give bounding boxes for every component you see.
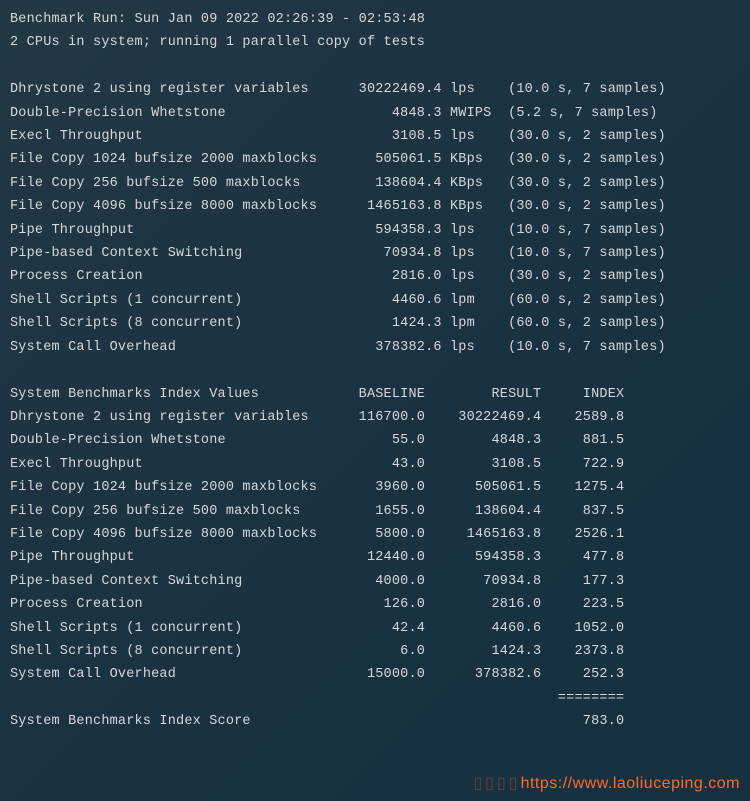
index-row: Dhrystone 2 using register variables 116… — [10, 406, 740, 429]
index-row: Pipe-based Context Switching 4000.0 7093… — [10, 570, 740, 593]
results-row: File Copy 256 bufsize 500 maxblocks 1386… — [10, 172, 740, 195]
blank-line — [10, 359, 740, 382]
index-row: Execl Throughput 43.0 3108.5 722.9 — [10, 453, 740, 476]
index-row: File Copy 256 bufsize 500 maxblocks 1655… — [10, 500, 740, 523]
index-row: Shell Scripts (8 concurrent) 6.0 1424.3 … — [10, 640, 740, 663]
index-row: Double-Precision Whetstone 55.0 4848.3 8… — [10, 429, 740, 452]
benchmark-header-line1: Benchmark Run: Sun Jan 09 2022 02:26:39 … — [10, 8, 740, 31]
results-row: File Copy 4096 bufsize 8000 maxblocks 14… — [10, 195, 740, 218]
watermark-url: ▯▯▯▯https://www.laoliuceping.com — [473, 772, 740, 795]
index-table: System Benchmarks Index Values BASELINE … — [10, 383, 740, 734]
index-row: File Copy 1024 bufsize 2000 maxblocks 39… — [10, 476, 740, 499]
results-table: Dhrystone 2 using register variables 302… — [10, 78, 740, 359]
index-header-row: System Benchmarks Index Values BASELINE … — [10, 383, 740, 406]
index-row: Shell Scripts (1 concurrent) 42.4 4460.6… — [10, 617, 740, 640]
results-row: System Call Overhead 378382.6 lps (10.0 … — [10, 336, 740, 359]
index-separator: ======== — [10, 687, 740, 710]
results-row: Shell Scripts (8 concurrent) 1424.3 lpm … — [10, 312, 740, 335]
results-row: File Copy 1024 bufsize 2000 maxblocks 50… — [10, 148, 740, 171]
index-row: Pipe Throughput 12440.0 594358.3 477.8 — [10, 546, 740, 569]
benchmark-header-line2: 2 CPUs in system; running 1 parallel cop… — [10, 31, 740, 54]
results-row: Pipe-based Context Switching 70934.8 lps… — [10, 242, 740, 265]
index-score-row: System Benchmarks Index Score 783.0 — [10, 710, 740, 733]
results-row: Double-Precision Whetstone 4848.3 MWIPS … — [10, 102, 740, 125]
terminal-output: Benchmark Run: Sun Jan 09 2022 02:26:39 … — [0, 0, 750, 801]
results-row: Dhrystone 2 using register variables 302… — [10, 78, 740, 101]
blank-line — [10, 55, 740, 78]
index-row: File Copy 4096 bufsize 8000 maxblocks 58… — [10, 523, 740, 546]
results-row: Process Creation 2816.0 lps (30.0 s, 2 s… — [10, 265, 740, 288]
results-row: Execl Throughput 3108.5 lps (30.0 s, 2 s… — [10, 125, 740, 148]
results-row: Pipe Throughput 594358.3 lps (10.0 s, 7 … — [10, 219, 740, 242]
index-row: Process Creation 126.0 2816.0 223.5 — [10, 593, 740, 616]
results-row: Shell Scripts (1 concurrent) 4460.6 lpm … — [10, 289, 740, 312]
index-row: System Call Overhead 15000.0 378382.6 25… — [10, 663, 740, 686]
